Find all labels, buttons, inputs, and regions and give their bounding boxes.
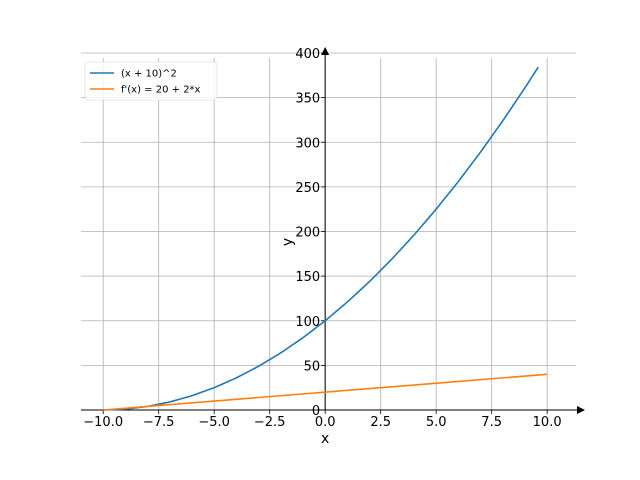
y-tick-label: 100 — [295, 315, 320, 330]
x-axis-arrow — [577, 406, 585, 414]
x-tick-label: 7.5 — [481, 415, 502, 430]
axes — [81, 47, 585, 414]
legend-entry: f'(x) = 20 + 2*x — [121, 85, 201, 96]
legend-box — [84, 61, 218, 101]
x-tick-label: −2.5 — [254, 415, 286, 430]
x-tick-label: −10.0 — [83, 415, 123, 430]
y-tick-label: 300 — [295, 136, 320, 151]
y-axis-label: y — [280, 238, 296, 246]
series-line-2 — [103, 373, 548, 411]
x-tick-label: −5.0 — [198, 415, 230, 430]
y-tick-label: 250 — [295, 181, 320, 196]
y-axis-arrow — [321, 47, 330, 55]
x-tick-label: 10.0 — [533, 415, 562, 430]
y-tick-label: 150 — [295, 270, 320, 285]
legend-entry: (x + 10)^2 — [121, 69, 177, 80]
series-lines — [103, 66, 548, 411]
grid — [81, 52, 576, 411]
legend: (x + 10)^2 f'(x) = 20 + 2*x — [84, 61, 218, 101]
x-tick-label: 0.0 — [315, 415, 336, 430]
y-tick-label: 200 — [295, 226, 320, 241]
series-line-1 — [103, 66, 539, 411]
y-tick-label: 400 — [295, 47, 320, 62]
y-tick-label: 50 — [304, 359, 321, 374]
ticks: −10.0 −7.5 −5.0 −2.5 0.0 2.5 5.0 7.5 10.0 0 50 100 1… — [83, 47, 561, 430]
x-axis-label: x — [321, 431, 329, 447]
x-tick-label: 5.0 — [426, 415, 447, 430]
x-tick-label: 2.5 — [370, 415, 391, 430]
y-tick-label: 350 — [295, 92, 320, 107]
y-tick-label: 0 — [312, 404, 320, 419]
x-tick-label: −7.5 — [143, 415, 175, 430]
